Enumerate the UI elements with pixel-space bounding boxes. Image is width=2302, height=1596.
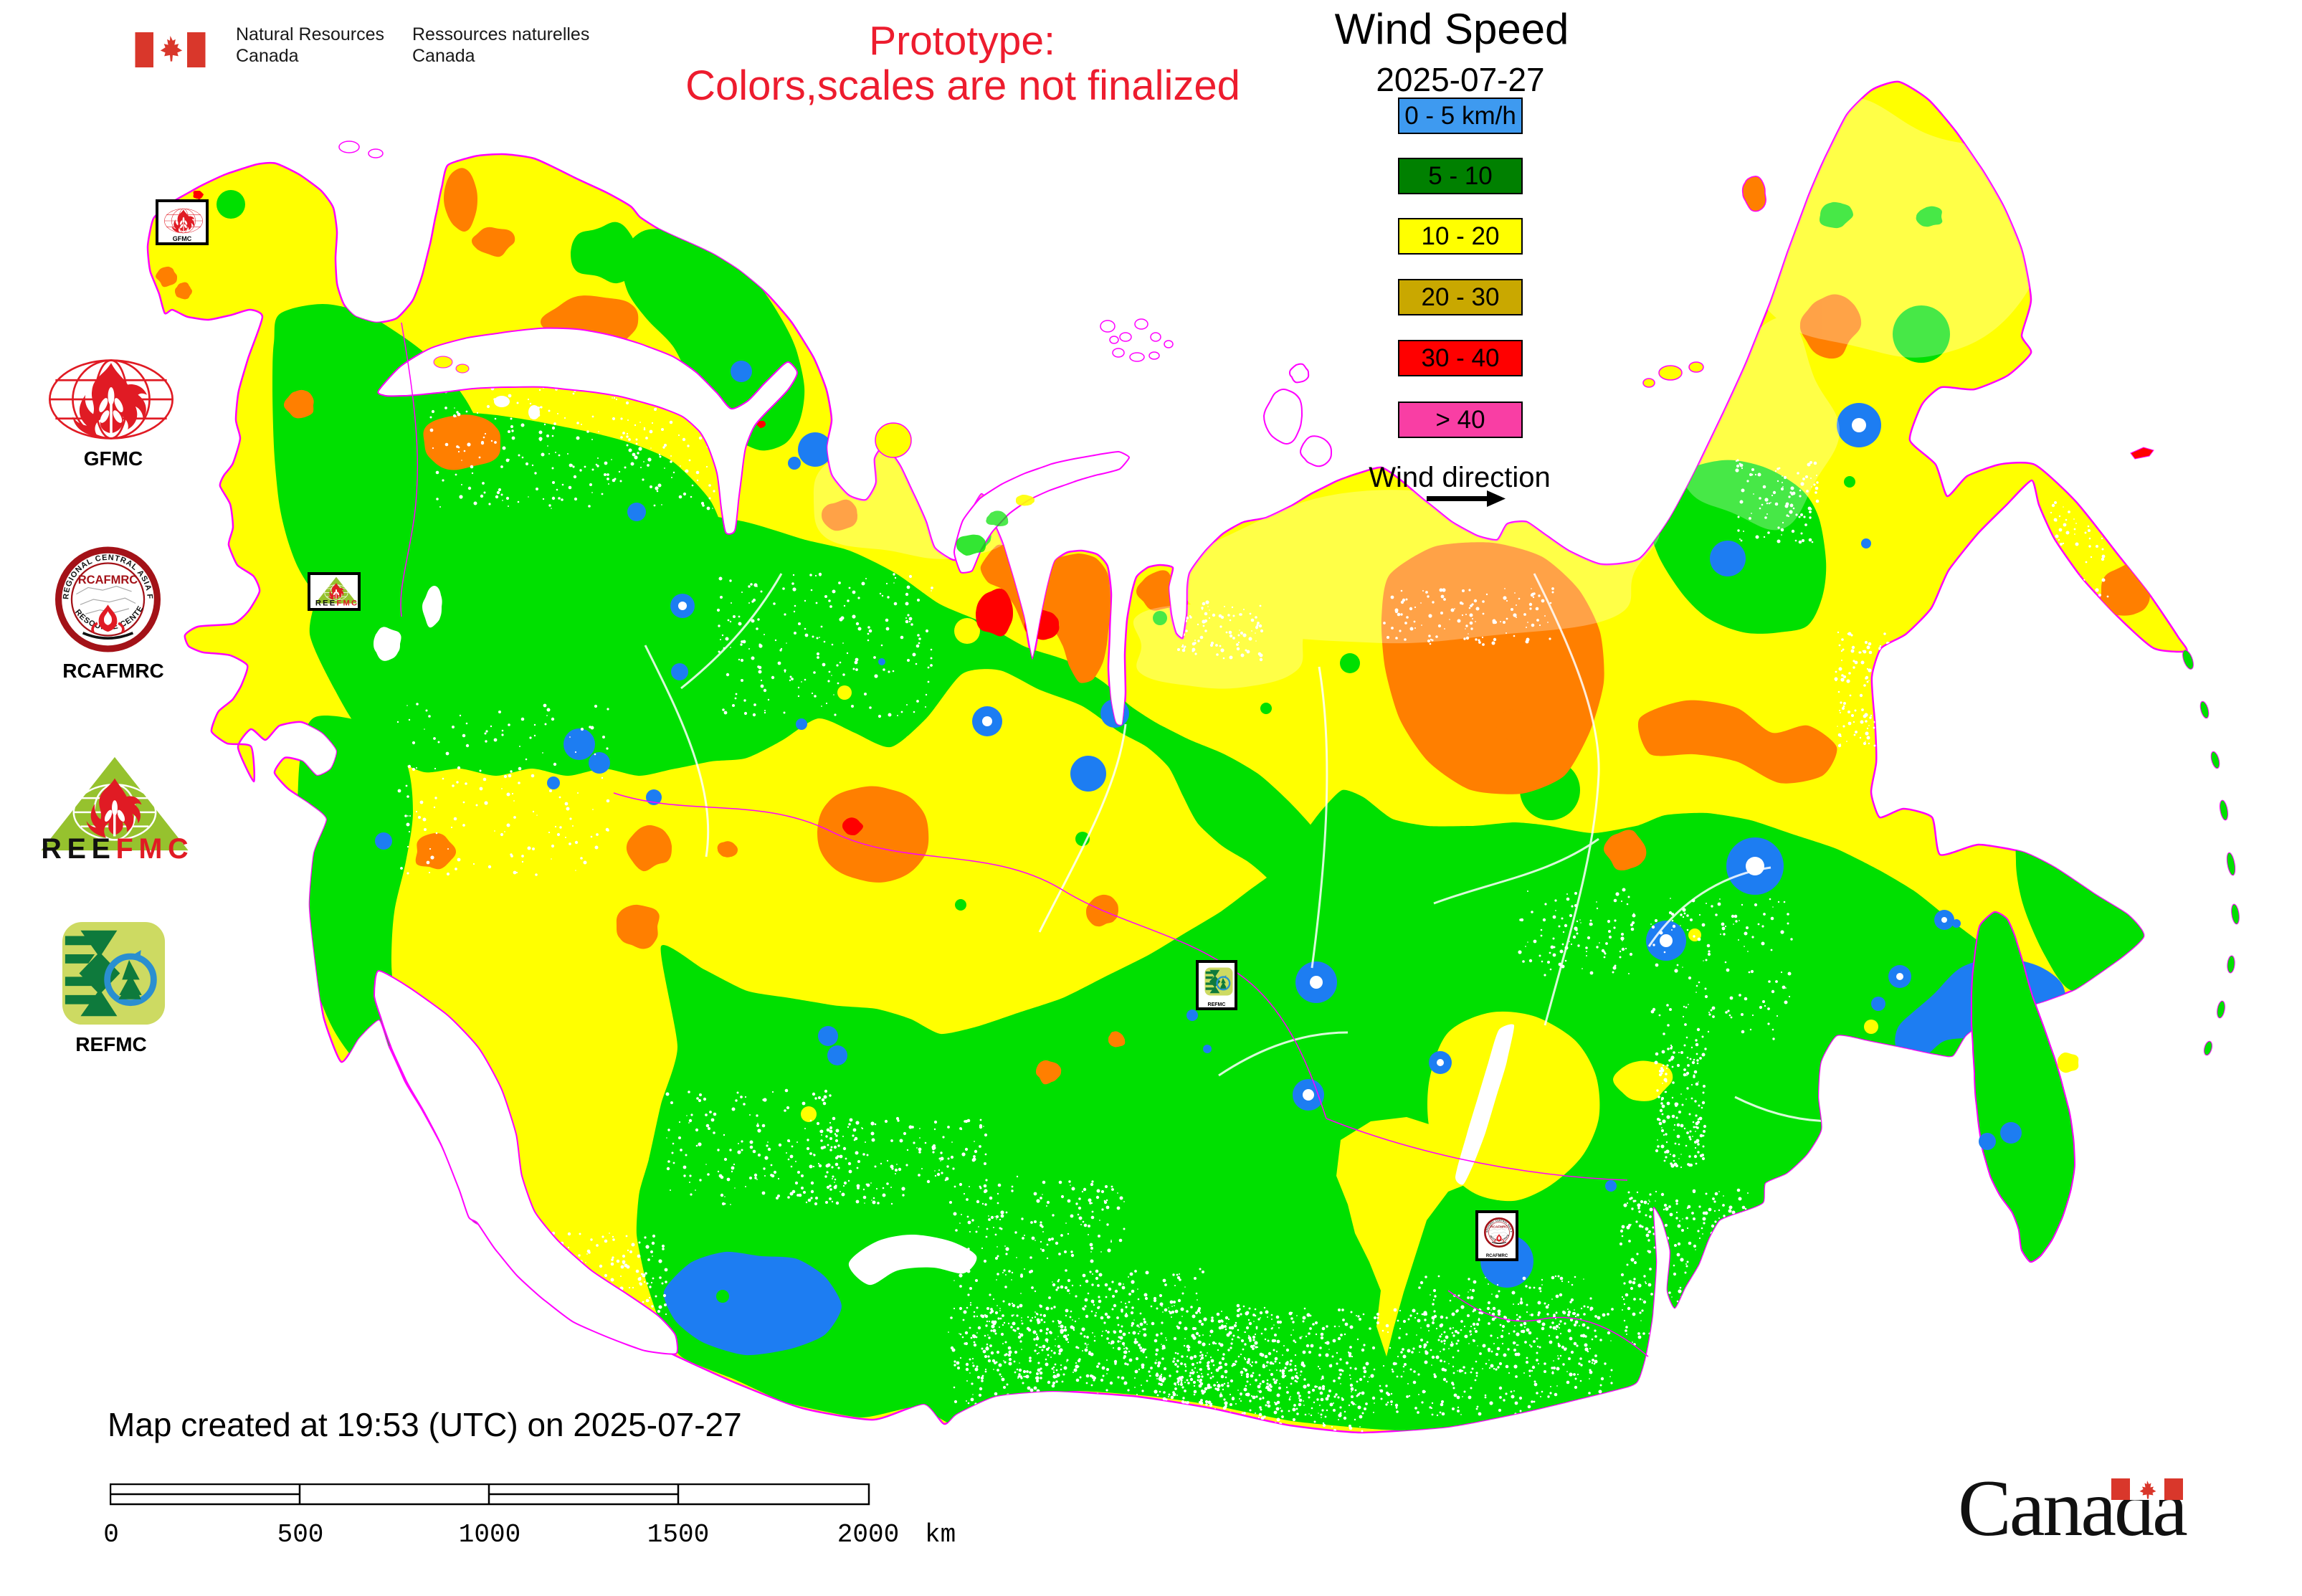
svg-text:RCAFMRC: RCAFMRC [78,573,138,586]
svg-text:RCAFMRC: RCAFMRC [1490,1225,1508,1230]
